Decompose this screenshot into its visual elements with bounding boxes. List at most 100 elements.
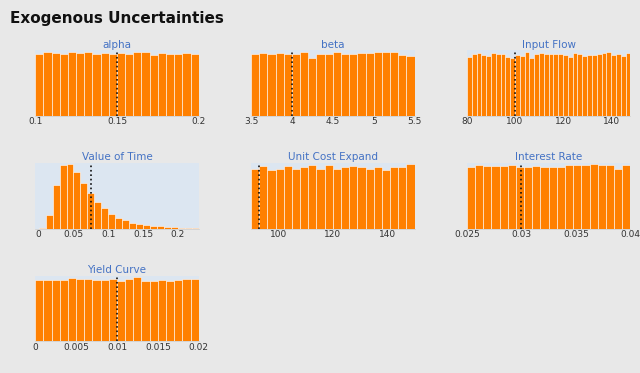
Bar — [141, 280, 150, 341]
Bar — [365, 169, 374, 229]
Bar — [284, 166, 292, 229]
Bar — [398, 55, 406, 116]
Bar — [508, 164, 516, 229]
Bar — [94, 202, 101, 229]
Bar — [357, 167, 365, 229]
Bar — [529, 58, 534, 116]
Title: Yield Curve: Yield Curve — [88, 265, 147, 275]
Bar — [534, 54, 539, 116]
Bar — [596, 54, 602, 116]
Bar — [268, 170, 276, 229]
Bar — [300, 167, 308, 229]
Bar — [117, 53, 125, 116]
Bar — [308, 166, 316, 229]
Bar — [506, 57, 510, 116]
Bar — [68, 278, 76, 341]
Bar — [178, 228, 185, 229]
Bar — [568, 57, 573, 116]
Bar — [581, 165, 589, 229]
Bar — [548, 54, 554, 116]
Title: beta: beta — [321, 40, 344, 50]
Bar — [251, 54, 259, 116]
Bar — [150, 226, 157, 229]
Bar — [129, 223, 136, 229]
Bar — [74, 172, 81, 229]
Bar — [68, 52, 76, 116]
Bar — [365, 53, 374, 116]
Bar — [84, 279, 92, 341]
Bar — [44, 52, 52, 116]
Bar — [587, 54, 592, 116]
Title: Interest Rate: Interest Rate — [515, 152, 582, 162]
Title: Value of Time: Value of Time — [81, 152, 152, 162]
Bar — [133, 277, 141, 341]
Bar — [276, 169, 284, 229]
Bar — [92, 280, 100, 341]
Bar — [492, 166, 500, 229]
Bar — [548, 167, 557, 229]
Bar — [357, 53, 365, 116]
Bar — [300, 52, 308, 116]
Title: alpha: alpha — [102, 40, 131, 50]
Bar — [171, 228, 178, 229]
Bar — [324, 54, 333, 116]
Bar — [259, 166, 268, 229]
Bar — [191, 54, 198, 116]
Title: Unit Cost Expand: Unit Cost Expand — [288, 152, 378, 162]
Bar — [382, 53, 390, 116]
Bar — [52, 185, 60, 229]
Bar — [341, 54, 349, 116]
Bar — [573, 166, 581, 229]
Bar — [308, 57, 316, 116]
Bar — [251, 169, 259, 229]
Bar — [621, 56, 625, 116]
Bar — [92, 54, 100, 116]
Bar — [141, 51, 150, 116]
Bar — [467, 57, 472, 116]
Bar — [67, 164, 74, 229]
Bar — [150, 281, 158, 341]
Bar — [622, 166, 630, 229]
Bar — [136, 225, 143, 229]
Bar — [316, 54, 324, 116]
Bar — [276, 53, 284, 116]
Bar — [520, 56, 525, 116]
Bar — [374, 52, 382, 116]
Bar — [592, 54, 596, 116]
Bar — [122, 220, 129, 229]
Text: Exogenous Uncertainties: Exogenous Uncertainties — [10, 11, 223, 26]
Bar — [525, 51, 529, 116]
Bar — [544, 54, 548, 116]
Bar — [349, 54, 357, 116]
Title: Input Flow: Input Flow — [522, 40, 575, 50]
Bar — [52, 53, 60, 116]
Bar — [292, 54, 300, 116]
Bar — [182, 279, 191, 341]
Bar — [174, 54, 182, 116]
Bar — [268, 54, 276, 116]
Bar — [475, 165, 483, 229]
Bar — [100, 280, 109, 341]
Bar — [259, 53, 268, 116]
Bar — [60, 165, 67, 229]
Bar — [108, 214, 115, 229]
Bar — [515, 56, 520, 116]
Bar — [582, 56, 587, 116]
Bar — [333, 52, 341, 116]
Bar — [616, 54, 621, 116]
Bar — [611, 54, 616, 116]
Bar — [157, 226, 164, 229]
Bar — [563, 55, 568, 116]
Bar — [324, 164, 333, 229]
Bar — [133, 52, 141, 116]
Bar — [500, 54, 506, 116]
Bar — [35, 280, 44, 341]
Bar — [467, 166, 475, 229]
Bar — [540, 167, 548, 229]
Bar — [45, 215, 52, 229]
Bar — [516, 167, 524, 229]
Bar — [398, 167, 406, 229]
Bar — [477, 53, 481, 116]
Bar — [150, 55, 158, 116]
Bar — [486, 56, 491, 116]
